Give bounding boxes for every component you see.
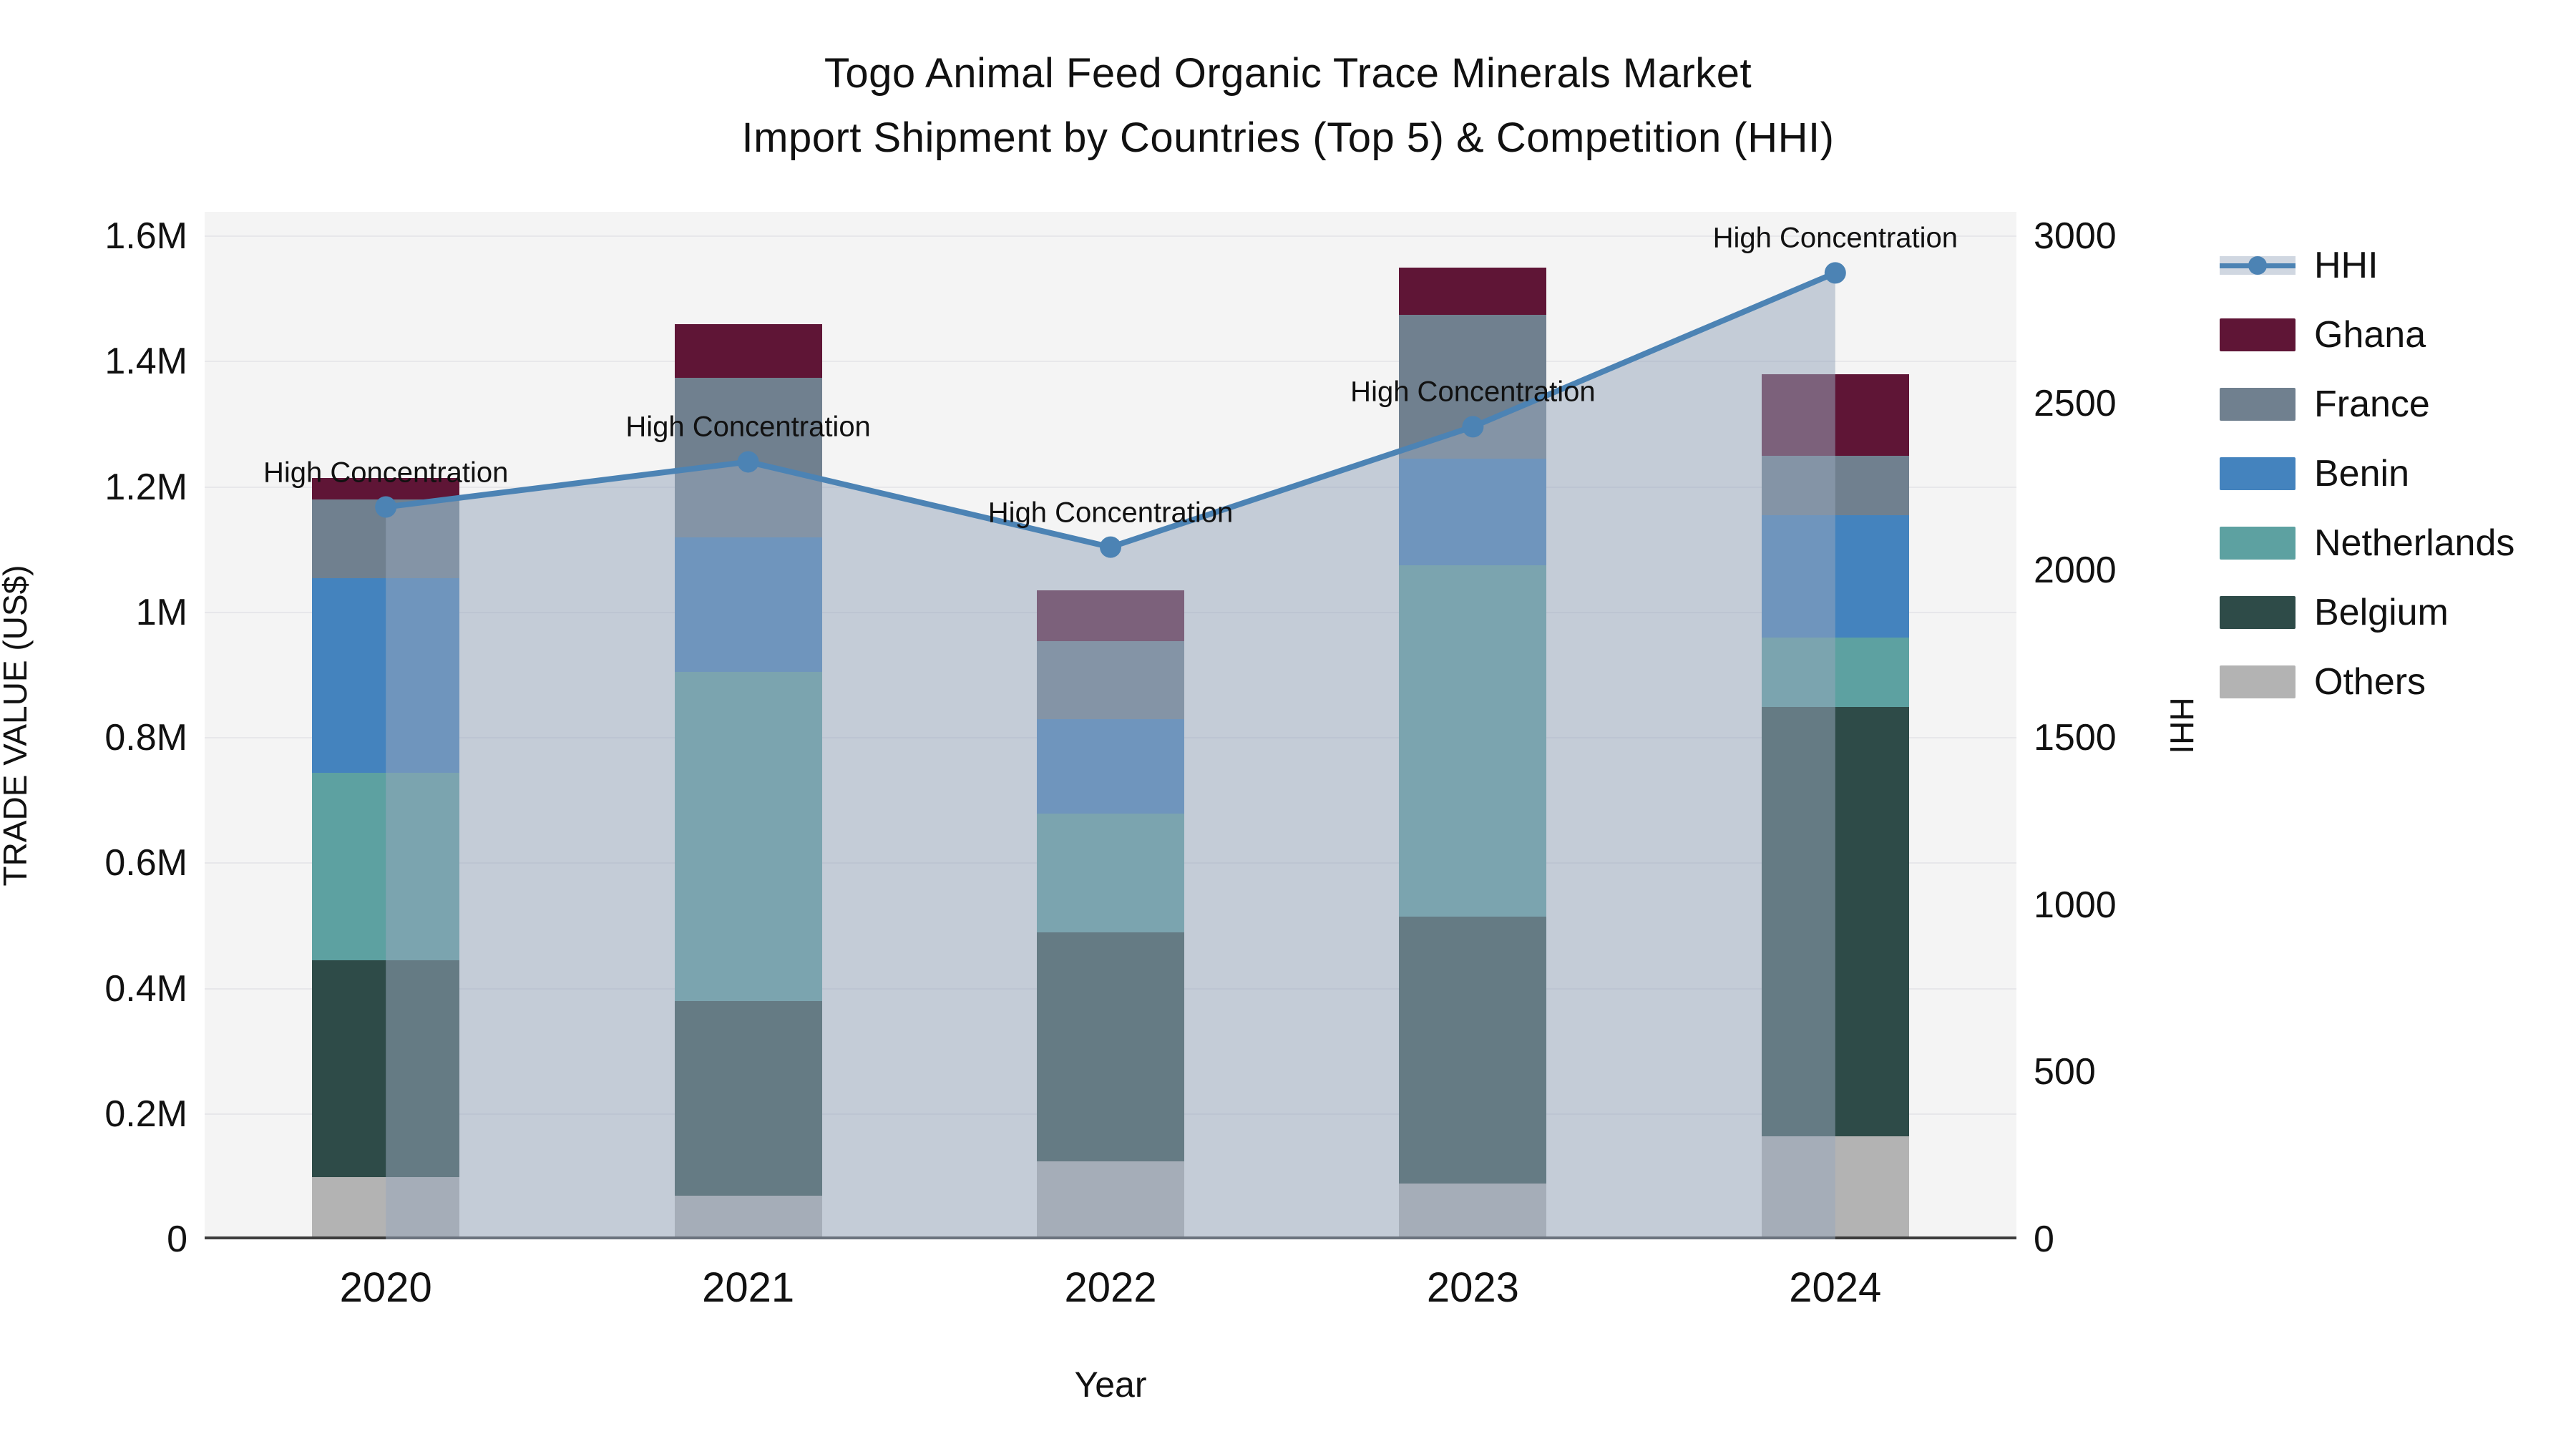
y-tick-0.2M: 0.2M: [104, 1093, 187, 1135]
hhi-marker-2021[interactable]: [737, 451, 759, 473]
x-tick-2023: 2023: [1426, 1264, 1519, 1311]
legend-label-belgium: Belgium: [2314, 591, 2449, 633]
hhi-marker-2020[interactable]: [375, 496, 397, 518]
legend: HHI Ghana France Benin Netherlands Belgium Oth…: [2220, 230, 2514, 716]
legend-swatch-france: [2220, 387, 2296, 421]
hhi-marker-2022[interactable]: [1100, 536, 1121, 558]
legend-item-others[interactable]: Others: [2220, 647, 2514, 716]
legend-swatch-benin: [2220, 457, 2296, 490]
annotation-high-concentration-2020: High Concentration: [263, 457, 509, 489]
annotation-high-concentration-2023: High Concentration: [1350, 376, 1596, 408]
x-tick-2024: 2024: [1789, 1264, 1882, 1311]
legend-label-netherlands: Netherlands: [2314, 522, 2515, 564]
y-tick-1.6M: 1.6M: [104, 215, 187, 257]
x-tick-2020: 2020: [339, 1264, 432, 1311]
y2-tick-2000: 2000: [2034, 550, 2117, 592]
annotation-high-concentration-2021: High Concentration: [625, 411, 871, 443]
legend-swatch-ghana: [2220, 318, 2296, 351]
chart-title-line2: Import Shipment by Countries (Top 5) & C…: [741, 114, 1835, 161]
x-tick-2022: 2022: [1064, 1264, 1157, 1311]
plot-area: High Concentration High Concentration High…: [205, 212, 2016, 1239]
legend-swatch-netherlands: [2220, 526, 2296, 560]
legend-swatch-others: [2220, 665, 2296, 698]
legend-item-ghana[interactable]: Ghana: [2220, 300, 2514, 369]
legend-item-belgium[interactable]: Belgium: [2220, 577, 2514, 647]
legend-label-ghana: Ghana: [2314, 313, 2426, 356]
legend-item-benin[interactable]: Benin: [2220, 439, 2514, 508]
legend-hhi-marker-dot: [2248, 255, 2267, 275]
hhi-marker-2024[interactable]: [1824, 262, 1846, 284]
y-tick-0.8M: 0.8M: [104, 717, 187, 758]
annotation-high-concentration-2022: High Concentration: [987, 497, 1234, 529]
chart-title-line1: Togo Animal Feed Organic Trace Minerals …: [824, 50, 1752, 97]
annotation-high-concentration-2024: High Concentration: [1712, 222, 1958, 254]
x-axis-title: Year: [1074, 1365, 1147, 1405]
legend-label-hhi: HHI: [2314, 244, 2379, 286]
bar-segment-2020-ghana[interactable]: [312, 477, 460, 500]
legend-item-france[interactable]: France: [2220, 369, 2514, 439]
y-tick-0.6M: 0.6M: [104, 842, 187, 884]
y-tick-1M: 1M: [135, 591, 187, 633]
bar-segment-2023-ghana[interactable]: [1399, 268, 1547, 315]
bar-segment-2021-ghana[interactable]: [674, 324, 822, 378]
legend-item-netherlands[interactable]: Netherlands: [2220, 508, 2514, 577]
legend-label-others: Others: [2314, 660, 2426, 703]
y-tick-0.4M: 0.4M: [104, 967, 187, 1010]
gridline-1.4M: [205, 361, 2016, 363]
y-tick-1.4M: 1.4M: [104, 341, 187, 383]
legend-swatch-belgium: [2220, 595, 2296, 629]
y2-tick-1500: 1500: [2034, 717, 2117, 758]
gridline-1.2M: [205, 486, 2016, 488]
y2-tick-500: 500: [2034, 1051, 2096, 1093]
legend-swatch-hhi-line: [2220, 249, 2296, 282]
y2-tick-3000: 3000: [2034, 215, 2117, 257]
y-axis-left-title: TRADE VALUE (US$): [0, 565, 34, 887]
hhi-line-overlay: [375, 262, 1846, 1239]
y2-tick-2500: 2500: [2034, 382, 2117, 424]
gridline-1.6M: [205, 235, 2016, 237]
y2-tick-1000: 1000: [2034, 884, 2117, 926]
legend-item-hhi[interactable]: HHI: [2220, 230, 2514, 300]
y-tick-0: 0: [167, 1219, 187, 1260]
legend-label-france: France: [2314, 383, 2430, 425]
y-axis-right-title: HHI: [2163, 697, 2200, 754]
chart-title: Togo Animal Feed Organic Trace Minerals …: [0, 42, 2576, 170]
hhi-area-fill: [386, 273, 1835, 1239]
x-tick-2021: 2021: [702, 1264, 795, 1311]
legend-label-benin: Benin: [2314, 452, 2409, 494]
y2-tick-0: 0: [2034, 1219, 2054, 1260]
hhi-marker-2023[interactable]: [1462, 416, 1484, 438]
y-tick-1.2M: 1.2M: [104, 466, 187, 508]
